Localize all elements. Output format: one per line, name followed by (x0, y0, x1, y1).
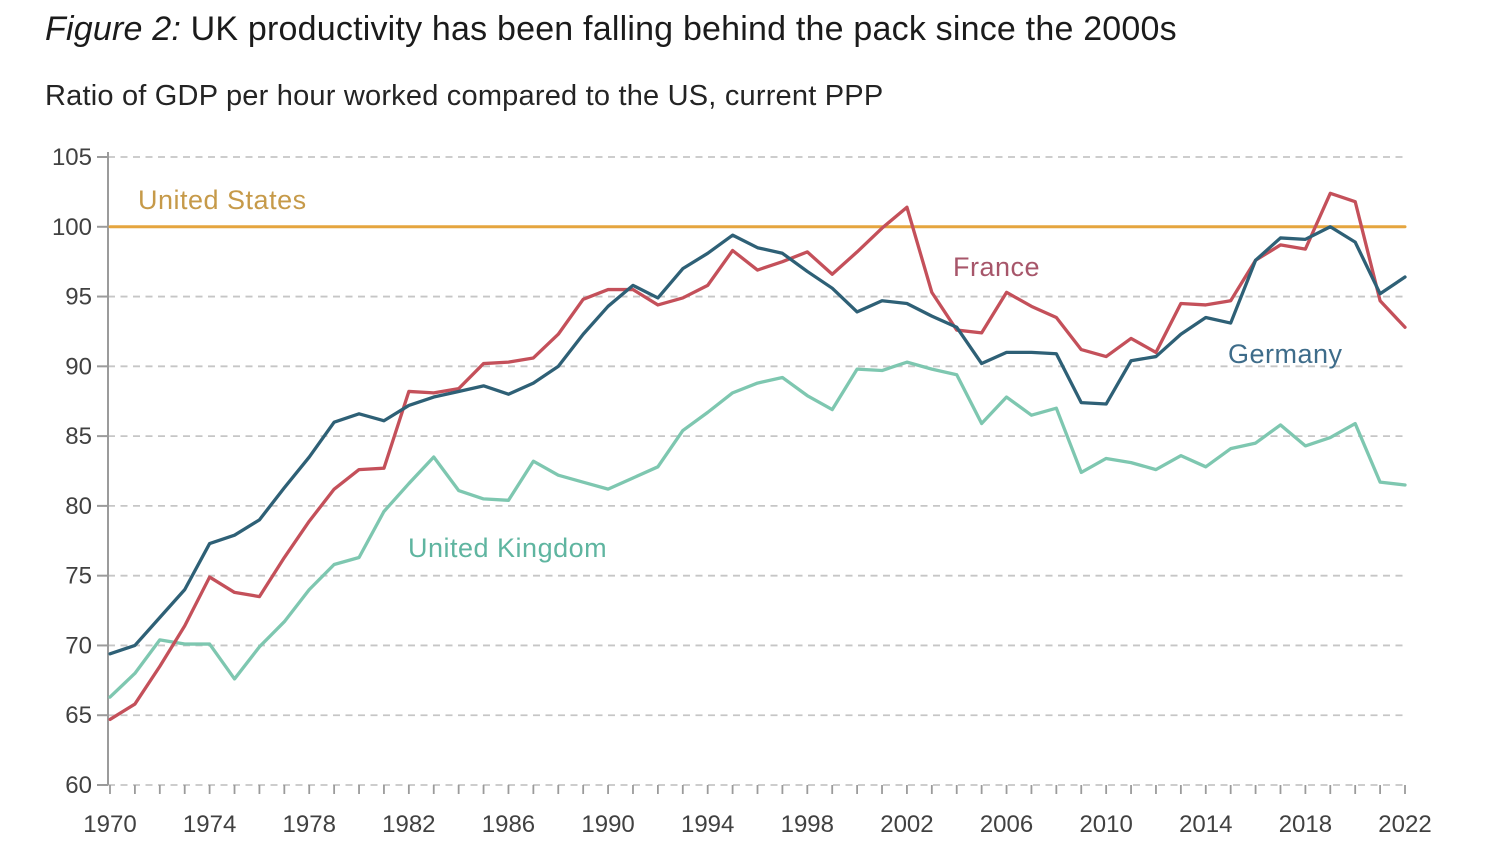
figure-number: Figure 2: (45, 10, 181, 48)
y-tick-label-90: 90 (65, 353, 92, 380)
x-tick-label-2014: 2014 (1179, 811, 1232, 838)
x-tick-label-2018: 2018 (1279, 811, 1332, 838)
x-tick-label-2010: 2010 (1079, 811, 1132, 838)
x-tick-label-1990: 1990 (581, 811, 634, 838)
y-tick-label-100: 100 (52, 214, 92, 241)
x-tick-label-1998: 1998 (781, 811, 834, 838)
chart-title: Figure 2: UK productivity has been falli… (45, 10, 1177, 49)
x-tick-label-1982: 1982 (382, 811, 435, 838)
y-tick-label-85: 85 (65, 423, 92, 450)
series-line-united-kingdom (108, 360, 1407, 699)
x-tick-label-2002: 2002 (880, 811, 933, 838)
series-line-france (108, 191, 1407, 722)
x-tick-label-2006: 2006 (980, 811, 1033, 838)
x-tick-label-2022: 2022 (1378, 811, 1431, 838)
y-tick-label-70: 70 (65, 632, 92, 659)
y-tick-label-60: 60 (65, 772, 92, 799)
y-tick-label-75: 75 (65, 563, 92, 590)
x-tick-label-1978: 1978 (283, 811, 336, 838)
y-tick-label-80: 80 (65, 493, 92, 520)
chart-title-text: UK productivity has been falling behind … (180, 10, 1177, 48)
label-france: France (953, 252, 1040, 282)
series-line-germany (108, 225, 1407, 656)
y-tick-label-105: 105 (52, 144, 92, 171)
y-tick-label-65: 65 (65, 702, 92, 729)
chart-generated-layers: 60 65 70 75 80 85 90 95 100 105 1970 1974 1978 1982 19… (52, 144, 1432, 838)
label-united-states: United States (138, 185, 307, 215)
x-tick-label-1994: 1994 (681, 811, 734, 838)
x-tick-label-1970: 1970 (83, 811, 136, 838)
chart-subtitle: Ratio of GDP per hour worked compared to… (45, 80, 884, 112)
x-tick-label-1974: 1974 (183, 811, 236, 838)
y-tick-label-95: 95 (65, 284, 92, 311)
x-tick-label-1986: 1986 (482, 811, 535, 838)
label-united-kingdom: United Kingdom (408, 533, 607, 563)
label-germany: Germany (1228, 339, 1343, 369)
